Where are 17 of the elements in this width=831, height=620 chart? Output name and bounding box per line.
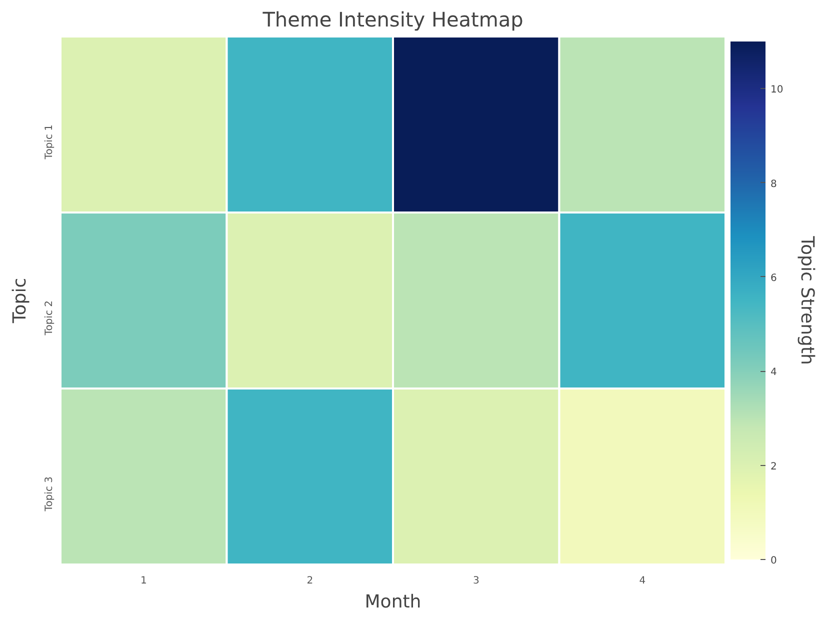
x-tick-label: 2 [306,576,314,586]
color-bar-label: 2 [770,461,777,472]
color-bar-label: 6 [770,272,777,284]
chart-title: Theme Intensity Heatmap [262,8,524,32]
y-axis-title: Topic [10,278,30,324]
x-tick-label: 4 [639,576,646,586]
y-tick-label: Topic 3 [44,476,55,512]
x-axis-title: Month [364,592,422,612]
color-bar-label: 0 [770,556,777,566]
color-bar-label: 8 [770,178,777,190]
color-bar-label: 4 [770,367,777,378]
y-tick-label: Topic 1 [44,124,55,160]
color-bar-title: Topic Strength [796,235,818,365]
y-tick-label: Topic 2 [44,300,55,336]
x-tick-label: 3 [472,576,480,586]
x-tick-label: 1 [140,576,147,586]
color-bar-label: 10 [770,84,784,96]
